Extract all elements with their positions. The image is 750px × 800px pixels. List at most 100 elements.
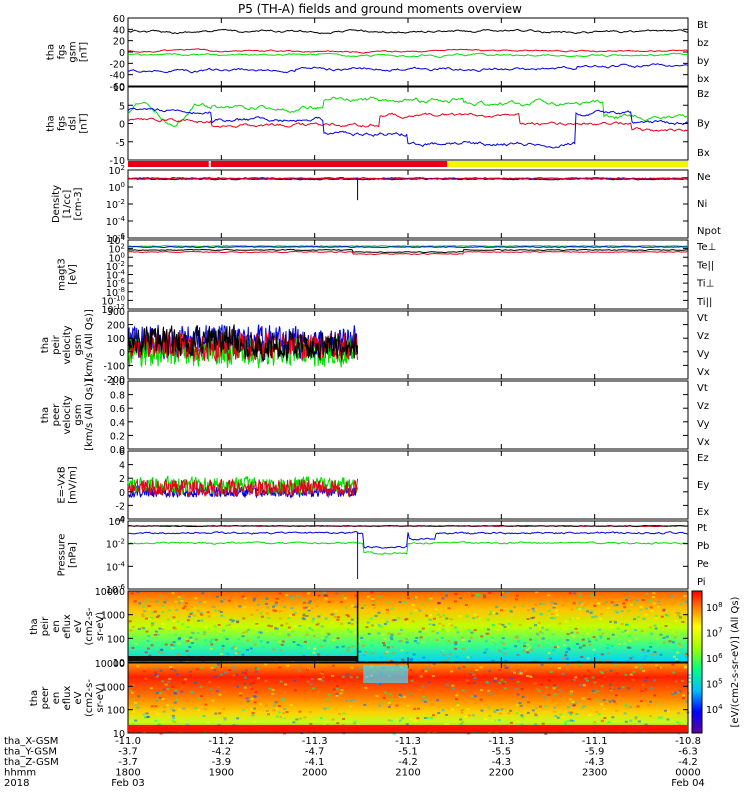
- ytick-label: 200: [107, 321, 125, 332]
- xaxis-value: 0000: [675, 768, 700, 779]
- xaxis-value: -11.3: [302, 736, 328, 747]
- legend-temperature-0: Te⊥: [696, 242, 716, 253]
- legend-pressure-2: Pe: [697, 559, 709, 570]
- fgs_gsm-frame: [127, 17, 689, 87]
- y-axis-label: tha: [29, 618, 40, 634]
- ytick-label: 100: [108, 515, 125, 528]
- y-axis-label: [1/cc]: [62, 190, 73, 219]
- y-axis-label: peer: [40, 686, 51, 710]
- density-frame: [127, 169, 689, 239]
- series-line-fgs_gsm: [127, 63, 689, 74]
- ytick-label: 5: [119, 101, 125, 112]
- legend-efield-2: Ex: [697, 507, 709, 518]
- xaxis-value: -10.8: [675, 736, 701, 747]
- ytick-label: -4: [116, 515, 125, 526]
- xaxis-value: -5.5: [492, 747, 512, 758]
- ytick-label: -60: [109, 82, 125, 93]
- ytick-label: -200: [103, 375, 125, 386]
- ytick-label: 60: [113, 14, 125, 25]
- peir_spec-heatmap: [128, 591, 688, 662]
- ytick-label: 100: [107, 706, 125, 717]
- xaxis-value: -3.7: [118, 757, 138, 768]
- series-line-temperature: [127, 244, 689, 248]
- y-axis-label: [mV/m]: [68, 466, 79, 504]
- ytick-label: 0.6: [110, 404, 125, 415]
- ytick-label: 10: [113, 83, 125, 94]
- xaxis-value: 2000: [302, 768, 327, 779]
- ytick-label: 10-4: [106, 269, 126, 282]
- x-axis-labels: tha_X-GSM -11.0 -11.2 -11.3 -11.3 -11.3 -11.1-…: [4, 736, 705, 789]
- xaxis-value: -4.3: [492, 757, 512, 768]
- ytick-label: 10000: [95, 659, 125, 670]
- ytick-label: 100: [108, 251, 125, 264]
- ytick-label: 102: [108, 243, 125, 256]
- series-line-fgs_dsl: [127, 112, 689, 132]
- xaxis-row-label: 2018: [4, 778, 29, 789]
- y-axis-label: (cm2-s-: [84, 607, 95, 645]
- legend-pressure-3: Pi: [697, 577, 706, 588]
- ytick-label: 6: [119, 447, 125, 458]
- ytick-label: 10-2: [106, 198, 125, 211]
- legend-peer_velocity-2: Vy: [697, 419, 710, 430]
- series-line-temperature: [127, 250, 689, 256]
- colorbar-gradient: [691, 590, 703, 734]
- xaxis-value: 1800: [115, 768, 140, 779]
- y-axis-label: velocity: [62, 395, 73, 434]
- legend-peir_velocity-3: Vx: [697, 367, 710, 378]
- y-axis-label: Pressure: [57, 534, 68, 577]
- ytick-label: -10: [109, 156, 125, 167]
- ytick-label: 2: [119, 474, 125, 485]
- ytick-label: -20: [109, 59, 125, 70]
- xaxis-value: -4.7: [305, 747, 325, 758]
- legend-density-0: Ne: [697, 172, 711, 183]
- legend-peer_velocity-0: Vt: [697, 383, 708, 394]
- ytick-label: 0.2: [110, 431, 125, 442]
- colorbar-tick: 106: [706, 652, 723, 665]
- fgs_dsl-frame: [127, 86, 689, 161]
- y-axis-label: sr-eV): [95, 683, 106, 712]
- y-axis-label: [km/s (All Qs)]: [84, 309, 95, 381]
- peer_velocity-frame: [127, 380, 689, 450]
- mode-bar-segment-red: [128, 161, 448, 167]
- xaxis-value: 2100: [395, 768, 420, 779]
- ytick-label: 0.0: [110, 445, 125, 456]
- series-line-fgs_gsm: [128, 52, 689, 59]
- legend-temperature-1: Te||: [696, 260, 714, 271]
- legend-fgs_dsl-2: Bx: [697, 148, 710, 159]
- xaxis-value: -11.3: [488, 736, 514, 747]
- y-axis-label: [cm-3]: [73, 187, 84, 220]
- ytick-label: 104: [108, 234, 125, 247]
- y-axis-label: peir: [51, 334, 62, 354]
- colorbar-tick: 108: [706, 601, 723, 614]
- xaxis-value: 1900: [209, 768, 234, 779]
- ytick-label: 4: [119, 461, 125, 472]
- legend-temperature-3: Ti||: [696, 297, 712, 308]
- xaxis-value: -5.9: [585, 747, 605, 758]
- xaxis-row-label: hhmm: [4, 768, 36, 779]
- legend-fgs_gsm-3: bx: [697, 74, 709, 85]
- y-axis-label: dsl: [68, 116, 79, 130]
- legend-efield-1: Ey: [697, 480, 709, 491]
- series-line-fgs_dsl: [127, 107, 689, 149]
- xaxis-value: -4.3: [585, 757, 605, 768]
- ytick-label: 0: [119, 48, 125, 59]
- xaxis-value: -6.3: [678, 747, 698, 758]
- ytick-label: 1000: [101, 611, 125, 622]
- ytick-label: 0.8: [110, 391, 125, 402]
- colorbar: 108 107 106 105 104 [eV/(cm2-s-sr-eV)] (All Q…: [691, 590, 741, 734]
- legend-pressure-1: Pb: [697, 541, 709, 552]
- pressure-frame: [127, 520, 689, 590]
- legend-fgs_dsl-1: By: [697, 119, 710, 130]
- y-axis-label: gsm: [68, 41, 79, 62]
- xaxis-row-label: tha_X-GSM: [4, 736, 58, 747]
- ytick-label: 10-6: [106, 583, 126, 596]
- mode-bar-segment-yellow: [447, 161, 688, 167]
- ytick-label: -2: [116, 501, 125, 512]
- legend-density-1: Ni: [697, 199, 707, 210]
- figure-title: P5 (TH-A) fields and ground moments over…: [238, 2, 522, 16]
- y-axis-label: fgs: [57, 44, 68, 59]
- y-axis-label: gsm: [73, 334, 84, 355]
- legend-fgs_dsl-0: Bz: [697, 89, 709, 100]
- xaxis-value: -4.2: [398, 757, 418, 768]
